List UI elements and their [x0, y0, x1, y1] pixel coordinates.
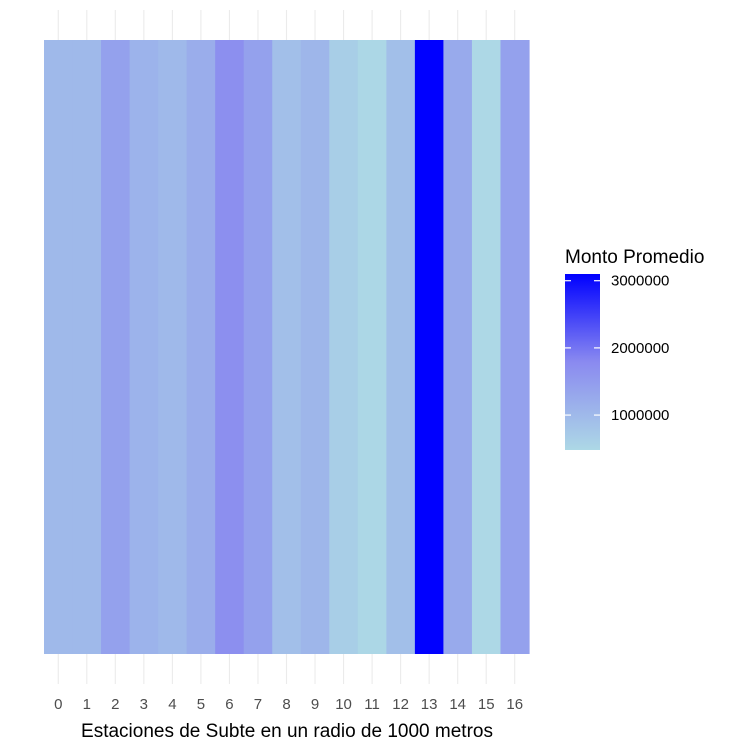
heatmap-tile-16 — [500, 40, 530, 654]
heatmap-tile-7 — [243, 40, 273, 654]
legend-title: Monto Promedio — [565, 247, 704, 268]
x-tick-label: 0 — [54, 696, 62, 713]
x-tick-label: 4 — [168, 696, 176, 713]
legend-tick-label: 3000000 — [611, 273, 669, 290]
x-tick-label: 8 — [282, 696, 290, 713]
heatmap-tile-5 — [186, 40, 216, 654]
x-tick-label: 13 — [421, 696, 438, 713]
x-tick-label: 6 — [225, 696, 233, 713]
legend-color-bar — [565, 274, 600, 450]
legend-tick-label: 1000000 — [611, 407, 669, 424]
x-tick-label: 14 — [449, 696, 466, 713]
x-tick-label: 5 — [197, 696, 205, 713]
heatmap-tile-11 — [357, 40, 387, 654]
x-tick-label: 16 — [506, 696, 523, 713]
x-tick-label: 10 — [335, 696, 352, 713]
heatmap-tiles — [44, 40, 530, 654]
x-axis-title: Estaciones de Subte en un radio de 1000 … — [81, 721, 493, 742]
x-axis-tick-labels: 0 1 2 3 4 5 6 7 8 9 10 11 12 13 14 15 16 — [54, 696, 523, 713]
heatmap-tile-3 — [129, 40, 159, 654]
x-tick-label: 9 — [311, 696, 319, 713]
x-tick-label: 15 — [478, 696, 495, 713]
legend-ticks: 1000000 2000000 3000000 — [565, 273, 669, 424]
heatmap-tile-12 — [386, 40, 416, 654]
heatmap-tile-13 — [414, 40, 445, 654]
heatmap-tile-4 — [158, 40, 188, 654]
x-tick-label: 1 — [83, 696, 91, 713]
heatmap-tile-10 — [329, 40, 359, 654]
x-tick-label: 12 — [392, 696, 409, 713]
heatmap-tile-1 — [72, 40, 102, 654]
legend-tick-label: 2000000 — [611, 340, 669, 357]
heatmap-tile-0 — [44, 40, 74, 654]
x-tick-label: 11 — [364, 696, 380, 713]
heatmap-tile-8 — [272, 40, 302, 654]
heatmap-tile-15 — [471, 40, 502, 654]
x-tick-label: 7 — [254, 696, 262, 713]
heatmap-tile-2 — [101, 40, 131, 654]
x-tick-label: 3 — [140, 696, 148, 713]
heatmap-tile-6 — [215, 40, 245, 654]
heatmap-tile-14 — [443, 40, 473, 654]
legend: Monto Promedio 1000000 2000000 3000000 — [565, 247, 704, 450]
heatmap-tile-9 — [300, 40, 330, 654]
x-tick-label: 2 — [111, 696, 119, 713]
